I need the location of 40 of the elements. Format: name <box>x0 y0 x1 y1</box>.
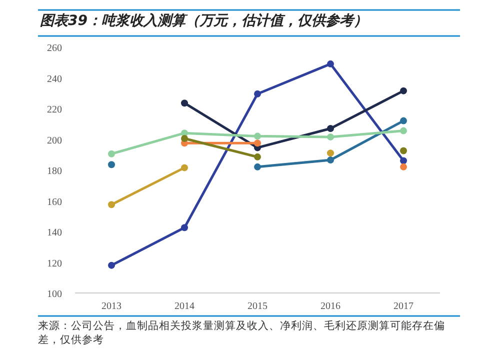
point <box>327 60 334 68</box>
point <box>254 90 261 98</box>
point <box>254 163 261 170</box>
point <box>400 147 407 154</box>
point <box>108 201 115 208</box>
point <box>254 140 261 147</box>
y-tick-label: 260 <box>47 43 62 54</box>
point <box>181 134 188 142</box>
point <box>327 124 334 132</box>
point <box>400 157 407 164</box>
x-tick-label: 2014 <box>174 301 194 312</box>
source-note: 来源：公司公告，血制品相关投浆量测算及收入、净利润、毛利还原测算可能存在偏差，仅供参考 <box>38 319 446 347</box>
point <box>254 153 261 160</box>
y-tick-label: 140 <box>47 228 62 238</box>
point <box>181 224 188 232</box>
point <box>181 164 188 172</box>
point <box>108 150 115 158</box>
point <box>327 133 334 140</box>
y-tick-label: 160 <box>47 196 62 208</box>
x-tick-label: 2017 <box>394 301 414 312</box>
x-tick-label: 2015 <box>248 301 268 312</box>
x-tick-label: 2013 <box>102 301 122 312</box>
y-tick-label: 100 <box>47 289 62 300</box>
point <box>400 117 407 124</box>
point <box>108 161 115 168</box>
y-tick-label: 240 <box>47 74 62 85</box>
chart-title: 图表39：吨浆收入测算（万元，估计值，仅供参考） <box>40 12 368 29</box>
point <box>400 87 407 94</box>
point <box>400 127 407 134</box>
point <box>254 132 261 140</box>
y-tick-label: 200 <box>47 135 62 146</box>
point <box>400 163 407 170</box>
point <box>327 150 334 157</box>
point <box>327 156 334 164</box>
y-tick-label: 120 <box>47 258 62 270</box>
point <box>181 100 188 107</box>
y-tick-label: 180 <box>47 166 62 177</box>
y-tick-label: 220 <box>47 104 62 116</box>
x-tick-label: 2016 <box>320 301 340 312</box>
point <box>108 262 115 269</box>
